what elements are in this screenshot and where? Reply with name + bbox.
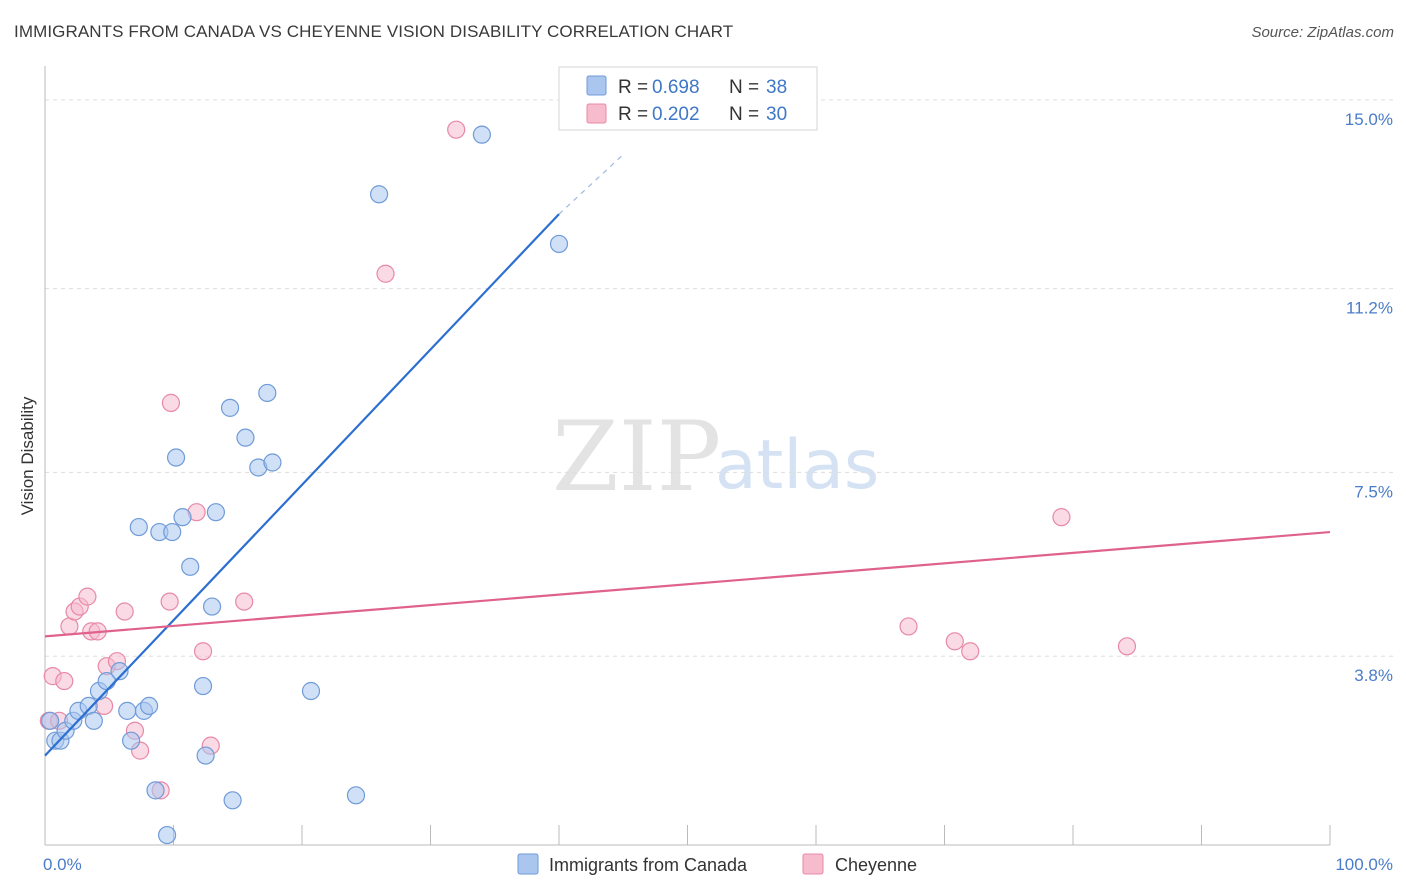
- canada-point: [121, 731, 141, 750]
- bottom-legend: Immigrants from Canada Cheyenne: [517, 853, 917, 875]
- canada-point: [236, 428, 255, 447]
- legend-r-label-canada: R =: [618, 77, 648, 98]
- legend-n-label-canada: N =: [729, 77, 759, 98]
- canada-point: [181, 557, 200, 576]
- canada-point: [196, 746, 215, 765]
- cheyenne-point: [115, 602, 134, 621]
- cheyenne-point: [235, 592, 254, 611]
- chart-title: IMMIGRANTS FROM CANADA VS CHEYENNE VISIO…: [14, 22, 734, 41]
- cheyenne-point: [193, 642, 213, 661]
- cheyenne-point: [899, 617, 918, 636]
- cheyenne-point: [55, 671, 74, 691]
- y-tick-label: 11.2%: [1346, 299, 1393, 318]
- x-tick-label-min: 0.0%: [43, 855, 82, 874]
- watermark: ZIP atlas: [552, 401, 879, 513]
- y-tick-label: 15.0%: [1345, 110, 1393, 129]
- cheyenne-point: [376, 264, 395, 283]
- canada-point: [110, 662, 129, 681]
- canada-point: [193, 676, 213, 696]
- grid-lines: [45, 99, 1395, 657]
- bottom-legend-swatch-canada: [517, 853, 539, 875]
- source-credit: Source: ZipAtlas.com: [1251, 24, 1394, 41]
- cheyenne-point: [78, 587, 97, 606]
- canada-point: [263, 453, 282, 472]
- canada-point: [370, 185, 389, 204]
- y-tick-label: 7.5%: [1354, 482, 1393, 501]
- canada-point: [173, 508, 192, 527]
- canada-point: [202, 597, 222, 616]
- legend-n-value-cheyenne: 30: [766, 104, 787, 125]
- y-axis-label: Vision Disability: [18, 396, 37, 515]
- legend-swatch-canada: [586, 75, 607, 96]
- cheyenne-point: [961, 642, 980, 661]
- legend-swatch-cheyenne: [586, 103, 607, 124]
- y-tick-label: 3.8%: [1354, 666, 1393, 685]
- trend-line-canada-extension: [558, 154, 624, 215]
- canada-point: [146, 781, 165, 800]
- series-canada-points: [41, 125, 569, 845]
- canada-point: [157, 825, 177, 845]
- canada-point: [84, 711, 103, 730]
- canada-point: [472, 125, 491, 144]
- cheyenne-point: [945, 632, 964, 651]
- cheyenne-point: [447, 120, 466, 139]
- legend-n-label-cheyenne: N =: [729, 104, 759, 125]
- bottom-legend-label-cheyenne: Cheyenne: [835, 855, 917, 875]
- canada-point: [118, 701, 137, 720]
- canada-point: [129, 517, 148, 537]
- cheyenne-point: [160, 592, 179, 611]
- trend-lines: [44, 154, 1331, 757]
- cheyenne-point: [161, 393, 181, 412]
- canada-point: [41, 711, 60, 730]
- canada-point: [223, 791, 242, 810]
- canada-point: [258, 383, 277, 403]
- canada-point: [301, 681, 321, 701]
- bottom-legend-swatch-cheyenne: [802, 853, 824, 875]
- legend-r-label-cheyenne: R =: [618, 104, 648, 125]
- cheyenne-point: [1052, 508, 1071, 527]
- legend-r-value-cheyenne: 0.202: [652, 104, 700, 125]
- x-tick-label-max: 100.0%: [1335, 855, 1393, 874]
- legend: R = 0.698 N = 38 R = 0.202 N = 30: [558, 66, 818, 131]
- x-tick-labels: 0.0% 100.0%: [43, 855, 1393, 874]
- bottom-legend-label-canada: Immigrants from Canada: [549, 855, 748, 875]
- cheyenne-point: [1117, 637, 1137, 656]
- legend-r-value-canada: 0.698: [652, 77, 700, 98]
- canada-point: [163, 522, 182, 542]
- trend-line-cheyenne: [44, 530, 1331, 638]
- trend-line-canada: [44, 213, 560, 757]
- legend-n-value-canada: 38: [766, 77, 787, 98]
- canada-point: [206, 503, 226, 522]
- canada-point: [220, 398, 240, 417]
- watermark-zip: ZIP: [552, 401, 721, 513]
- canada-point: [346, 786, 366, 805]
- canada-point: [549, 234, 569, 254]
- y-tick-labels: 3.8% 7.5% 11.2% 15.0%: [1345, 110, 1393, 685]
- watermark-atlas: atlas: [715, 426, 879, 505]
- canada-point: [166, 448, 186, 467]
- canada-point: [139, 696, 159, 716]
